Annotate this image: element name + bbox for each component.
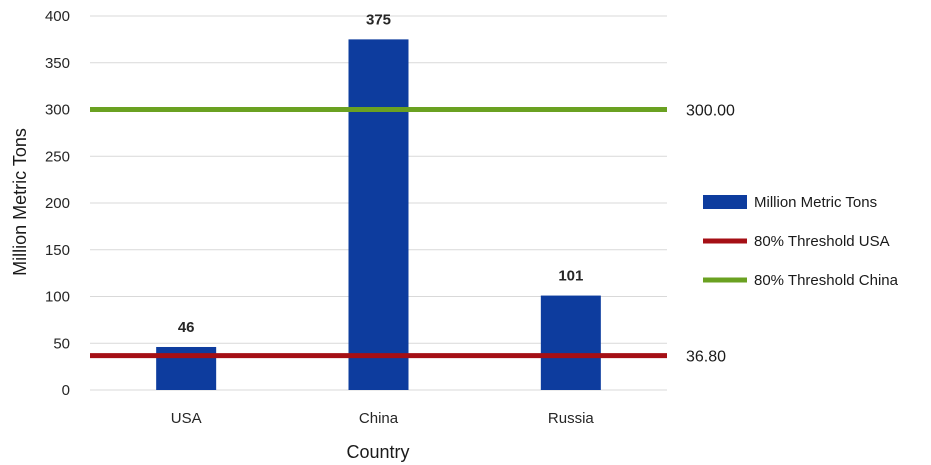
bar-china — [348, 39, 409, 390]
x-axis-ticks: USA China Russia — [171, 410, 595, 427]
y-tick-label-150: 150 — [45, 242, 70, 259]
threshold-value-label-1: 300.00 — [686, 103, 735, 120]
threshold-lines: 36.80 300.00 — [90, 103, 735, 366]
y-axis-title: Million Metric Tons — [10, 128, 30, 276]
x-tick-label-usa: USA — [171, 410, 202, 427]
y-tick-label-400: 400 — [45, 8, 70, 25]
legend: Million Metric Tons 80% Threshold USA 80% … — [703, 194, 899, 289]
threshold-value-label-0: 36.80 — [686, 349, 726, 366]
y-axis-ticks: 0 50 100 150 200 250 300 350 400 — [45, 8, 70, 399]
y-tick-label-50: 50 — [53, 335, 70, 352]
y-tick-label-200: 200 — [45, 195, 70, 212]
data-label-china: 375 — [366, 11, 391, 28]
y-tick-label-0: 0 — [62, 382, 70, 399]
y-tick-label-350: 350 — [45, 55, 70, 72]
legend-label-threshold-0: 80% Threshold USA — [754, 233, 890, 250]
y-tick-label-300: 300 — [45, 102, 70, 119]
bar-russia — [540, 295, 601, 390]
y-tick-label-100: 100 — [45, 289, 70, 306]
x-tick-label-russia: Russia — [548, 410, 595, 427]
data-label-russia: 101 — [558, 268, 583, 285]
legend-label-threshold-1: 80% Threshold China — [754, 272, 899, 289]
x-axis-title: Country — [346, 442, 409, 462]
data-label-usa: 46 — [178, 319, 195, 336]
x-tick-label-china: China — [359, 410, 399, 427]
legend-swatch-bars — [703, 195, 747, 209]
bars: 46 375 101 — [156, 11, 601, 390]
y-tick-label-250: 250 — [45, 148, 70, 165]
legend-label-bars: Million Metric Tons — [754, 194, 877, 211]
